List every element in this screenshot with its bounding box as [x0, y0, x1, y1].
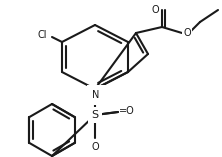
Text: Cl: Cl	[38, 30, 47, 40]
Text: O: O	[91, 142, 99, 152]
Text: S: S	[91, 110, 99, 120]
Text: N: N	[92, 90, 100, 100]
Text: O: O	[183, 28, 191, 38]
Text: =O: =O	[119, 106, 135, 116]
Text: S: S	[91, 110, 99, 120]
Text: O: O	[151, 5, 159, 15]
